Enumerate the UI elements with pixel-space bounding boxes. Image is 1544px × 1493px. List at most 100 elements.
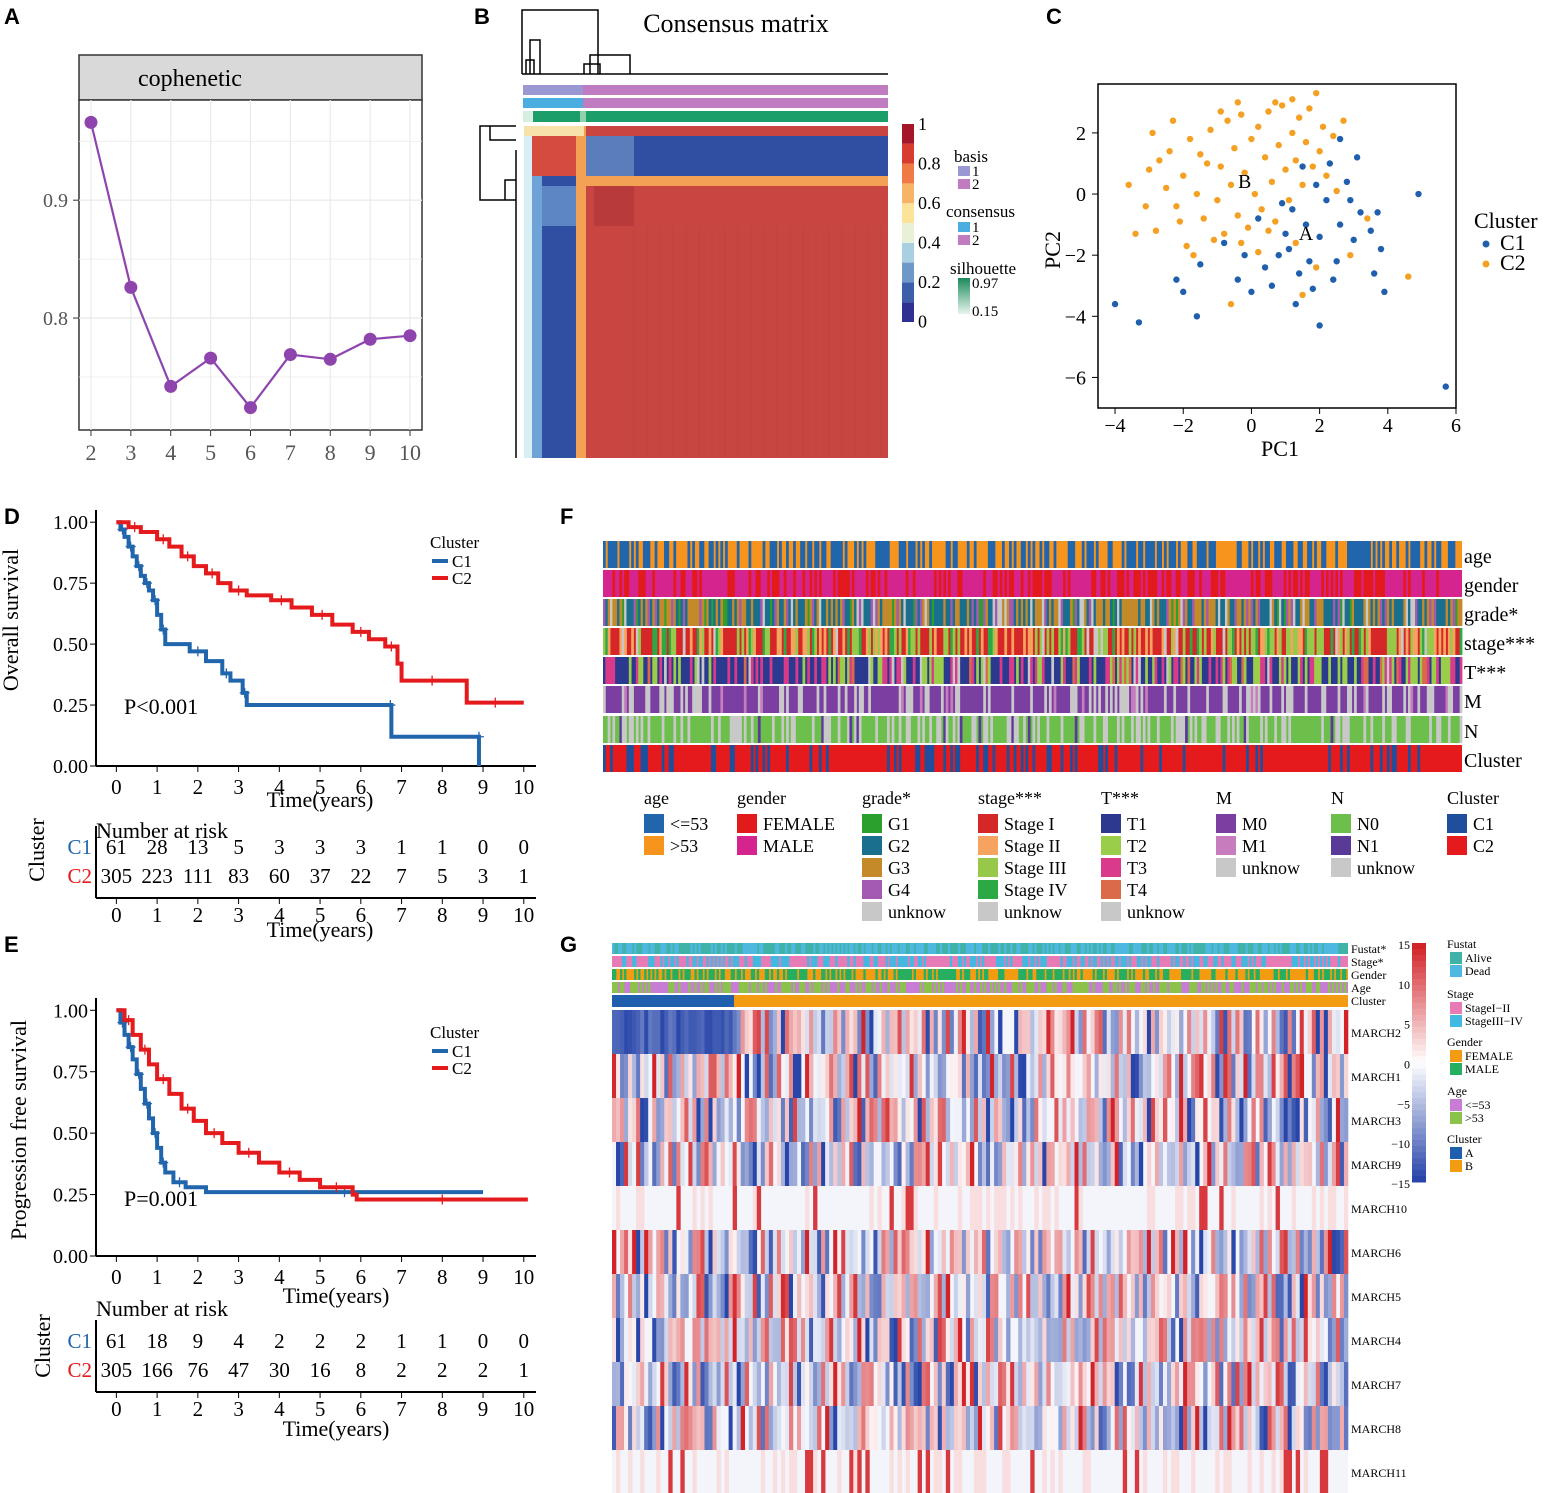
heat-cell	[1307, 1406, 1313, 1450]
anno-cell	[799, 982, 802, 993]
heat-cell	[664, 1230, 669, 1274]
heat-cell	[1248, 686, 1252, 713]
heat-cell	[1267, 1054, 1272, 1098]
anno-cell	[722, 956, 725, 967]
heat-cell	[1223, 1450, 1228, 1493]
heat-cell	[818, 745, 822, 772]
anno-cell	[760, 982, 764, 993]
heat-cell	[1291, 1054, 1297, 1098]
heat-cell	[829, 1054, 834, 1098]
heat-cell	[628, 599, 632, 626]
heat-cell	[1154, 1230, 1160, 1274]
heat-cell	[1109, 657, 1113, 684]
heat-cell	[668, 599, 672, 626]
heat-cell	[1452, 657, 1456, 684]
heat-cell	[689, 628, 693, 655]
heat-cell	[732, 570, 735, 597]
heat-cell	[1248, 599, 1252, 626]
anno-cell	[708, 969, 711, 980]
risk-c1-value: 18	[147, 1329, 168, 1353]
anno-cell	[766, 969, 770, 980]
heat-cell	[885, 1098, 890, 1142]
heat-cell	[746, 599, 749, 626]
heat-cell	[732, 599, 735, 626]
heat-cell	[692, 1406, 697, 1450]
anno-cell	[1070, 943, 1073, 954]
heat-cell	[1382, 541, 1385, 568]
gene-label: MARCH5	[1351, 1290, 1401, 1304]
heat-cell	[1114, 1098, 1120, 1142]
heat-cell	[858, 686, 862, 713]
heat-cell	[992, 570, 996, 597]
heat-cell	[1074, 1406, 1079, 1450]
heat-cell	[1163, 628, 1167, 655]
heat-cell	[1183, 1362, 1188, 1406]
heat-cell	[865, 1362, 870, 1406]
heat-cell	[1257, 570, 1261, 597]
anno-cell	[998, 982, 1001, 993]
pca-point-c1	[1336, 221, 1344, 228]
heat-cell	[1006, 599, 1010, 626]
gene-label: MARCH2	[1351, 1026, 1401, 1040]
heat-cell	[1022, 1230, 1027, 1274]
heat-cell	[1231, 657, 1235, 684]
heat-cell	[879, 599, 883, 626]
heat-cell	[922, 541, 925, 568]
heat-cell	[1372, 599, 1376, 626]
heat-cell	[620, 1098, 625, 1142]
heat-cell	[1026, 1318, 1031, 1362]
heat-cell	[983, 599, 986, 626]
pca-point-c1	[1370, 270, 1378, 277]
anno-cell	[1317, 943, 1321, 954]
heat-cell	[1133, 599, 1137, 626]
heat-cell	[917, 628, 921, 655]
heat-cell	[1110, 1054, 1116, 1098]
heat-cell	[908, 541, 911, 568]
heat-cell	[910, 599, 914, 626]
heat-cell	[1255, 686, 1259, 713]
heat-cell	[1018, 599, 1022, 626]
anno-cell	[919, 982, 922, 993]
heat-cell	[1195, 1098, 1200, 1142]
heat-cell	[1122, 1450, 1128, 1493]
heat-cell	[877, 1318, 882, 1362]
heat-cell	[767, 599, 771, 626]
heat-cell	[1255, 1230, 1260, 1274]
pca-point-c1	[1367, 227, 1374, 234]
heat-cell	[1086, 1098, 1091, 1142]
heat-cell	[969, 1186, 975, 1230]
anno-cell	[923, 969, 927, 980]
heat-cell	[1259, 1142, 1264, 1186]
anno-cell	[670, 982, 673, 993]
heat-cell	[950, 628, 954, 655]
heat-cell	[1223, 1054, 1228, 1098]
heat-cell	[1255, 657, 1259, 684]
heat-cell	[1187, 1318, 1192, 1362]
anno-cell	[1082, 982, 1085, 993]
x-tick-label: 2	[193, 775, 204, 799]
heat-cell	[1053, 599, 1057, 626]
heat-cell	[664, 628, 667, 655]
heat-cell	[1014, 1362, 1019, 1406]
heat-cell	[1410, 541, 1414, 568]
scale-tick: −5	[1397, 1097, 1410, 1111]
heat-cell	[704, 1142, 709, 1186]
heat-cell	[647, 686, 651, 713]
heat-cell	[1269, 686, 1273, 713]
anno-cell	[903, 969, 906, 980]
scale-tick: 15	[1398, 938, 1410, 952]
heat-cell	[603, 599, 606, 626]
anno-cell	[1265, 943, 1268, 954]
heat-cell	[752, 1318, 758, 1362]
pca-point-c1	[1292, 300, 1299, 308]
heat-cell	[652, 1010, 657, 1054]
heat-cell	[814, 628, 817, 655]
heat-cell	[692, 686, 695, 713]
heat-cell	[1154, 599, 1158, 626]
heat-cell	[1039, 628, 1043, 655]
heat-cell	[696, 628, 700, 655]
heat-cell	[1219, 1186, 1224, 1230]
heat-cell	[660, 1010, 665, 1054]
heat-cell	[901, 599, 904, 626]
heat-cell	[1267, 1318, 1272, 1362]
